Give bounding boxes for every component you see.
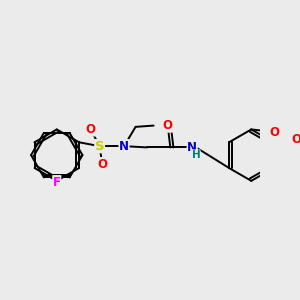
Text: O: O bbox=[85, 123, 96, 136]
Text: N: N bbox=[187, 141, 197, 154]
Text: F: F bbox=[53, 176, 61, 189]
Text: O: O bbox=[97, 158, 107, 171]
Text: O: O bbox=[269, 125, 279, 139]
Text: N: N bbox=[119, 140, 129, 153]
Text: S: S bbox=[95, 140, 104, 153]
Text: O: O bbox=[292, 133, 300, 146]
Text: H: H bbox=[192, 150, 200, 160]
Text: O: O bbox=[163, 119, 173, 132]
